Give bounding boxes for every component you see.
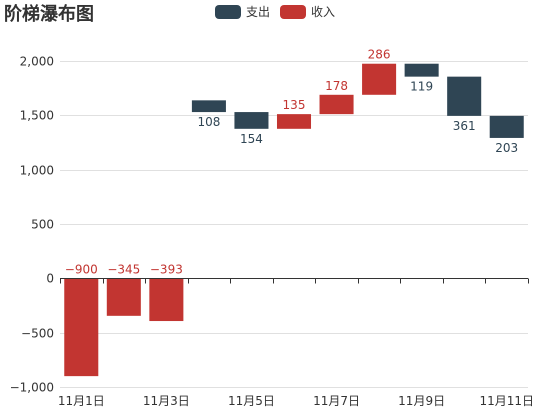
legend-swatch-expense <box>215 5 241 19</box>
x-tick-label: 11月3日 <box>143 394 190 408</box>
income-bar[interactable] <box>64 278 99 377</box>
y-tick-label: 500 <box>31 218 54 232</box>
x-tick-label: 11月1日 <box>58 394 105 408</box>
bar-value-label: −393 <box>150 262 183 276</box>
expense-bar[interactable] <box>489 115 524 138</box>
legend-item-expense[interactable]: 支出 <box>215 5 270 19</box>
y-tick-label: 1,500 <box>20 109 54 123</box>
y-tick-label: −500 <box>21 327 54 341</box>
legend-swatch-income <box>280 5 306 19</box>
bar-value-label: −345 <box>107 262 140 276</box>
legend[interactable]: 支出 收入 <box>215 5 335 19</box>
chart-title: 阶梯瀑布图 <box>4 3 94 25</box>
bar-value-label: 119 <box>410 80 433 94</box>
y-tick-label: 1,000 <box>20 164 54 178</box>
x-tick-label: 11月5日 <box>228 394 275 408</box>
legend-label-income: 收入 <box>311 5 335 19</box>
income-bar[interactable] <box>106 278 141 316</box>
income-bar[interactable] <box>319 94 354 115</box>
x-tick-label: 11月11日 <box>479 394 534 408</box>
expense-bar[interactable] <box>191 100 226 113</box>
y-axis-tick-labels: −1,000 −500 0 500 1,000 1,500 2,000 <box>10 55 54 395</box>
y-tick-label: 0 <box>46 272 54 286</box>
x-tick-label: 11月7日 <box>313 394 360 408</box>
y-tick-label: −1,000 <box>10 381 54 395</box>
bar-value-label: 108 <box>197 115 220 129</box>
bar-value-label: 135 <box>283 98 306 112</box>
expense-bar[interactable] <box>447 76 482 116</box>
income-bar[interactable] <box>276 114 312 129</box>
x-tick-label: 11月9日 <box>398 394 445 408</box>
legend-label-expense: 支出 <box>246 5 270 19</box>
bar-data-labels: −900 −345 −393 108 154 135 178 286 119 361 203 <box>65 48 518 277</box>
bar-value-label: 286 <box>368 48 391 62</box>
bar-value-label: 361 <box>453 119 476 133</box>
bar-value-label: 154 <box>240 132 263 146</box>
bar-value-label: −900 <box>65 262 98 276</box>
y-tick-label: 2,000 <box>20 55 54 69</box>
bar-value-label: 178 <box>325 79 348 93</box>
x-axis: 11月1日 11月3日 11月5日 11月7日 11月9日 11月11日 <box>58 278 534 408</box>
legend-item-income[interactable]: 收入 <box>280 5 335 19</box>
expense-bar[interactable] <box>234 112 269 129</box>
income-bar[interactable] <box>362 63 397 95</box>
bar-value-label: 203 <box>495 141 518 155</box>
income-bar[interactable] <box>149 278 184 322</box>
bars <box>64 63 524 377</box>
expense-bar[interactable] <box>404 63 439 77</box>
